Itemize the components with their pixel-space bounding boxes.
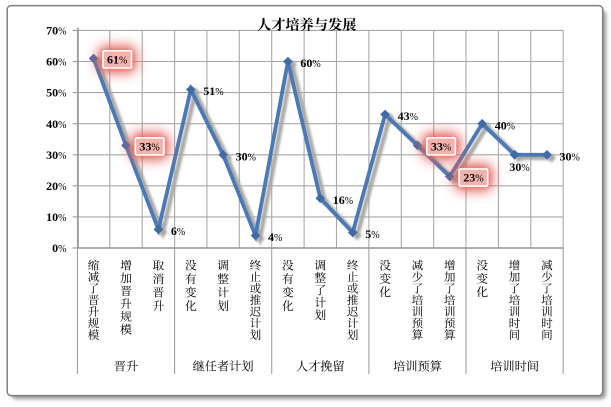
svg-text:33%: 33% [139,139,159,153]
svg-text:10%: 10% [46,210,66,224]
svg-text:50%: 50% [46,86,66,100]
svg-text:60%: 60% [300,56,320,70]
svg-text:61%: 61% [107,52,127,66]
svg-text:60%: 60% [46,55,66,69]
svg-text:70%: 70% [46,24,66,38]
svg-text:23%: 23% [463,171,483,185]
svg-text:40%: 40% [46,117,66,131]
svg-text:30%: 30% [46,148,66,162]
svg-text:16%: 16% [333,193,353,207]
svg-text:5%: 5% [365,227,379,241]
svg-text:20%: 20% [46,179,66,193]
svg-text:4%: 4% [268,230,282,244]
svg-text:30%: 30% [236,149,256,163]
svg-text:43%: 43% [398,109,418,123]
svg-text:0%: 0% [52,241,66,255]
svg-text:33%: 33% [431,139,451,153]
svg-text:51%: 51% [203,84,223,98]
svg-text:30%: 30% [560,149,580,163]
svg-text:30%: 30% [509,160,529,174]
svg-text:40%: 40% [495,118,515,132]
svg-text:6%: 6% [171,224,185,238]
